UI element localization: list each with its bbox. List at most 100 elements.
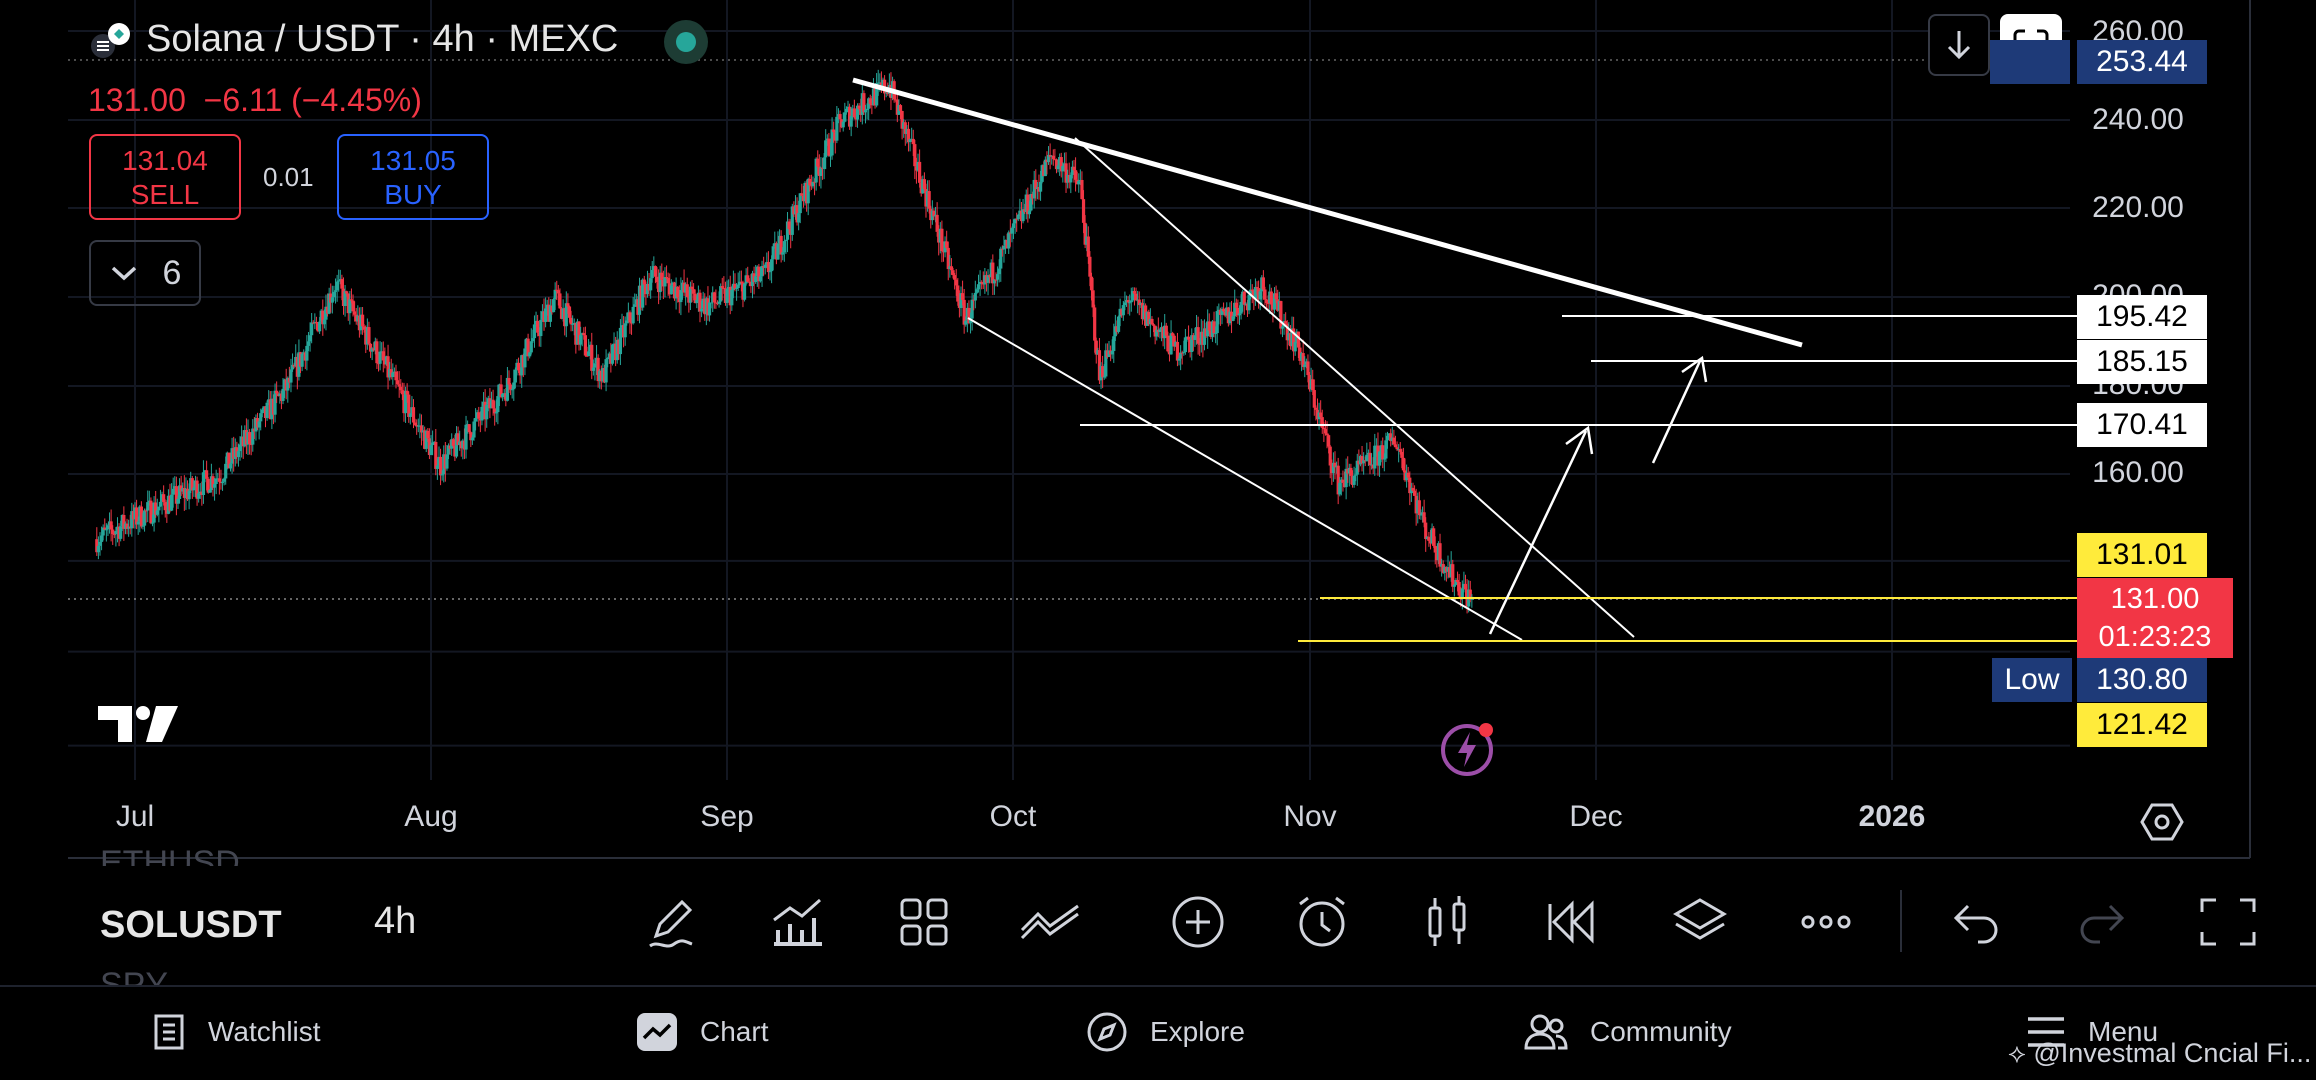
candle-body: [1183, 337, 1187, 353]
candle-body: [779, 235, 783, 255]
support-tag-121[interactable]: 121.42: [2077, 703, 2207, 747]
symbol-prev[interactable]: ETHUSD: [100, 844, 240, 866]
candle-body: [808, 178, 812, 186]
candle-body: [962, 299, 966, 325]
templates-icon[interactable]: [892, 890, 956, 954]
level-tag-185[interactable]: 185.15: [2077, 340, 2207, 384]
candle-body: [548, 305, 552, 322]
candle-body: [1196, 327, 1200, 344]
candle-body: [1389, 433, 1393, 442]
replay-icon[interactable]: [1542, 890, 1606, 954]
fullscreen-icon[interactable]: [2196, 890, 2260, 954]
market-status-icon[interactable]: [664, 20, 708, 64]
candle-body: [558, 293, 562, 309]
candle-body: [1043, 159, 1047, 177]
support-tag-131[interactable]: 131.01: [2077, 533, 2207, 577]
candle-body: [953, 275, 957, 280]
level-tag-195[interactable]: 195.42: [2077, 295, 2207, 339]
candle-body: [695, 299, 699, 304]
symbol-next[interactable]: SPY: [100, 966, 169, 986]
current-price-tag: 131.00 01:23:23: [2077, 578, 2233, 658]
candle-body: [650, 270, 654, 279]
candle-body: [480, 406, 484, 421]
candle-body: [1460, 588, 1464, 599]
candle-body: [1354, 474, 1358, 476]
compare-icon[interactable]: [1018, 890, 1082, 954]
candle-body: [814, 158, 818, 183]
nav-menu[interactable]: Menu: [2026, 990, 2158, 1074]
candle-body: [986, 275, 990, 283]
candle-body: [1101, 366, 1105, 378]
buy-label: BUY: [384, 179, 442, 210]
candle-body: [946, 247, 950, 270]
candle-body: [1417, 500, 1421, 516]
sell-button[interactable]: 131.04 SELL: [89, 134, 241, 220]
candle-body: [1249, 289, 1253, 295]
candle-body: [688, 286, 693, 303]
nav-chart[interactable]: Chart: [636, 990, 768, 1074]
candle-body: [163, 502, 167, 511]
candle-body: [1112, 336, 1116, 352]
nav-menu-label: Menu: [2088, 1016, 2159, 1047]
candles-icon[interactable]: [1416, 890, 1480, 954]
candle-body: [281, 388, 285, 401]
candle-body: [473, 418, 478, 422]
candle-body: [664, 277, 669, 279]
candle-body: [1320, 417, 1324, 428]
candle-body: [155, 510, 159, 515]
nav-watchlist[interactable]: Watchlist: [152, 990, 321, 1074]
candle-body: [405, 390, 409, 395]
candle-body: [265, 402, 269, 419]
candles: [95, 69, 1474, 614]
candle-body: [451, 439, 455, 446]
candle-body: [408, 413, 412, 417]
candle-body: [577, 321, 581, 345]
candle-body: [104, 529, 108, 531]
flash-alert-icon[interactable]: [1440, 720, 1496, 776]
layers-icon[interactable]: [1668, 890, 1732, 954]
candle-body: [935, 214, 939, 232]
candle-body: [618, 327, 623, 355]
candle-body: [187, 490, 191, 500]
symbol-current[interactable]: SOLUSDT: [100, 904, 282, 946]
candle-body: [467, 424, 471, 433]
add-icon[interactable]: [1166, 890, 1230, 954]
timeframe-selector[interactable]: 4h: [374, 900, 417, 942]
candle-body: [136, 521, 140, 525]
candle-body: [736, 284, 740, 289]
buy-button[interactable]: 131.05 BUY: [337, 134, 489, 220]
candle-body: [1266, 303, 1270, 305]
candle-body: [1021, 209, 1025, 222]
candle-body: [968, 318, 973, 324]
chart-settings-icon[interactable]: [2140, 800, 2184, 844]
indicators-toggle-button[interactable]: 6: [89, 240, 201, 306]
candle-body: [852, 108, 856, 118]
candle-body: [485, 404, 489, 420]
candle-body: [493, 408, 497, 414]
candle-body: [1292, 328, 1296, 352]
candle-body: [1134, 293, 1138, 301]
more-icon[interactable]: [1794, 890, 1858, 954]
nav-community[interactable]: Community: [1524, 990, 1732, 1074]
candle-body: [900, 110, 904, 129]
candle-body: [787, 221, 791, 229]
candle-body: [536, 320, 540, 333]
candle-body: [720, 286, 724, 288]
toolbar-divider: [1900, 890, 1902, 952]
nav-explore[interactable]: Explore: [1086, 990, 1245, 1074]
alert-icon[interactable]: [1290, 890, 1354, 954]
level-tag-170[interactable]: 170.41: [2077, 403, 2207, 447]
candle-body: [162, 494, 166, 503]
candle-body: [501, 393, 505, 398]
pencil-icon[interactable]: [640, 890, 704, 954]
candle-body: [875, 83, 879, 106]
candle-body: [119, 526, 123, 539]
indicators-icon[interactable]: [766, 890, 830, 954]
chart-grid: [68, 0, 2251, 859]
undo-icon[interactable]: [1944, 890, 2008, 954]
candle-body: [286, 377, 290, 391]
candle-body: [206, 478, 210, 493]
candle-body: [1284, 321, 1288, 324]
download-button[interactable]: [1928, 14, 1990, 76]
